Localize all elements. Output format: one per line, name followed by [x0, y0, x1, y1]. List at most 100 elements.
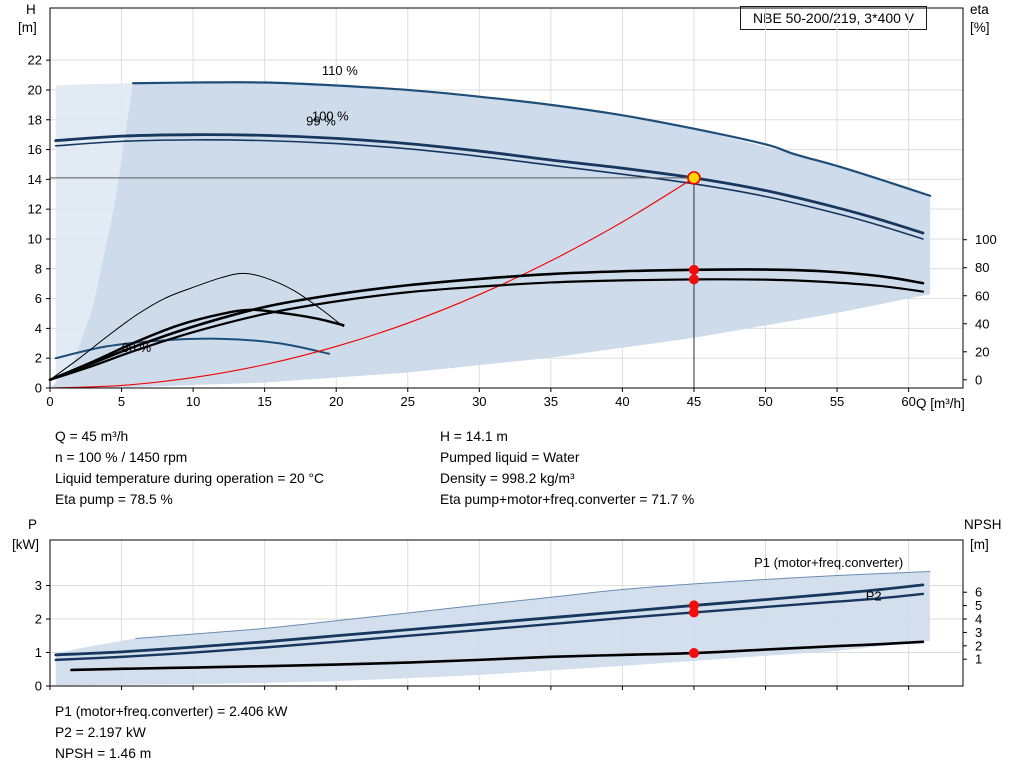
svg-text:14: 14 — [28, 172, 42, 187]
p2-dot — [688, 607, 699, 618]
svg-text:3: 3 — [975, 625, 982, 640]
svg-text:0: 0 — [46, 394, 53, 409]
svg-text:2: 2 — [35, 351, 42, 366]
duty-readout-right: H = 14.1 m Pumped liquid = Water Density =… — [440, 426, 694, 510]
svg-text:25: 25 — [401, 394, 415, 409]
svg-text:3: 3 — [35, 578, 42, 593]
npsh-axis-unit: [m] — [970, 537, 989, 552]
svg-text:30: 30 — [472, 394, 486, 409]
svg-text:15: 15 — [257, 394, 271, 409]
hq-chart-tick-labels: 0 5 10 15 20 25 30 35 40 45 50 55 60 0 2 4 6 8 10 12 14 16 18 2… — [28, 53, 997, 409]
svg-text:10: 10 — [186, 394, 200, 409]
npsh-dot — [688, 648, 699, 659]
svg-text:1: 1 — [975, 652, 982, 667]
svg-text:60: 60 — [901, 394, 915, 409]
svg-text:6: 6 — [35, 291, 42, 306]
eta-axis-unit: [%] — [970, 20, 990, 35]
svg-text:20: 20 — [329, 394, 343, 409]
info-line: H = 14.1 m — [440, 429, 508, 444]
info-line: Q = 45 m³/h — [55, 429, 129, 444]
svg-text:35: 35 — [544, 394, 558, 409]
svg-text:2: 2 — [35, 612, 42, 627]
svg-text:0: 0 — [35, 679, 42, 694]
info-line: Eta pump = 78.5 % — [55, 492, 173, 507]
svg-text:10: 10 — [28, 231, 42, 246]
info-line: Density = 998.2 kg/m³ — [440, 471, 575, 486]
curve-p1 — [54, 583, 925, 657]
svg-text:16: 16 — [28, 142, 42, 157]
svg-text:20: 20 — [975, 344, 989, 359]
svg-text:1: 1 — [35, 645, 42, 660]
svg-text:4: 4 — [975, 612, 982, 627]
svg-text:0: 0 — [975, 372, 982, 387]
eta-partial-curve — [48, 308, 345, 382]
system-curve — [49, 177, 695, 389]
npsh-axis-label: NPSH — [964, 517, 1002, 532]
curve-npsh — [70, 640, 925, 672]
label-p2: P2 — [866, 588, 882, 603]
power-npsh-chart-frame — [49, 539, 964, 687]
eta-reduced-speed-curve — [49, 272, 344, 381]
info-line: P1 (motor+freq.converter) = 2.406 kW — [55, 704, 288, 719]
svg-text:100: 100 — [975, 232, 997, 247]
hq-chart-ticks — [46, 59, 967, 392]
svg-text:22: 22 — [28, 53, 42, 68]
svg-text:5: 5 — [118, 394, 125, 409]
duty-readout-left: Q = 45 m³/h n = 100 % / 1450 rpm Liquid te… — [55, 426, 324, 510]
hq-chart: 0 5 10 15 20 25 30 35 40 45 50 55 60 0 2 4 6 8 10 12 14 16 18 2… — [28, 7, 997, 409]
svg-text:45: 45 — [687, 394, 701, 409]
curve-60pct — [54, 337, 331, 360]
pump-model-title: NBE 50-200/219, 3*400 V — [740, 6, 928, 30]
svg-text:18: 18 — [28, 112, 42, 127]
info-line: Eta pump+motor+freq.converter = 71.7 % — [440, 492, 695, 507]
eta-pump-curve — [48, 268, 925, 382]
svg-text:4: 4 — [35, 321, 42, 336]
q-axis-label: Q [m³/h] — [916, 396, 965, 411]
svg-text:8: 8 — [35, 261, 42, 276]
info-line: NPSH = 1.46 m — [55, 746, 152, 761]
info-line: P2 = 2.197 kW — [55, 725, 146, 740]
label-60pct: 60 % — [122, 340, 152, 355]
curve-99pct — [54, 139, 924, 240]
curve-110pct — [131, 81, 932, 197]
p-110-limit — [135, 570, 931, 639]
svg-text:0: 0 — [35, 381, 42, 396]
info-line: Liquid temperature during operation = 20… — [55, 471, 324, 486]
label-100pct: 100 % — [312, 109, 349, 124]
operating-envelope — [50, 82, 931, 389]
svg-text:12: 12 — [28, 202, 42, 217]
svg-text:50: 50 — [758, 394, 772, 409]
eta-pump-dot — [688, 264, 699, 275]
svg-text:2: 2 — [975, 638, 982, 653]
p-axis-label: P — [28, 517, 38, 532]
svg-text:40: 40 — [975, 316, 989, 331]
hq-chart-frame — [49, 7, 964, 389]
p-axis-unit: [kW] — [12, 537, 39, 552]
svg-text:40: 40 — [615, 394, 629, 409]
h-axis-label: H — [26, 2, 36, 17]
info-line: n = 100 % / 1450 rpm — [55, 450, 188, 465]
svg-text:80: 80 — [975, 260, 989, 275]
label-99pct: 99 % — [306, 114, 336, 129]
svg-text:20: 20 — [28, 82, 42, 97]
power-npsh-chart-ticks — [46, 585, 967, 690]
eta-total-dot — [688, 274, 699, 285]
curve-p2 — [54, 592, 925, 662]
svg-text:5: 5 — [975, 598, 982, 613]
label-p1: P1 (motor+freq.converter) — [754, 555, 903, 570]
label-110pct: 110 % — [322, 63, 358, 78]
eta-total-curve — [48, 278, 925, 381]
svg-text:6: 6 — [975, 585, 982, 600]
duty-point[interactable] — [687, 171, 701, 185]
eta-axis-label: eta — [970, 2, 989, 17]
p1-dot — [688, 600, 699, 611]
svg-text:60: 60 — [975, 288, 989, 303]
h-axis-unit: [m] — [18, 20, 37, 35]
svg-text:55: 55 — [830, 394, 844, 409]
power-readout: P1 (motor+freq.converter) = 2.406 kW P2 =… — [55, 701, 287, 764]
curve-100pct — [54, 133, 925, 235]
info-line: Pumped liquid = Water — [440, 450, 580, 465]
